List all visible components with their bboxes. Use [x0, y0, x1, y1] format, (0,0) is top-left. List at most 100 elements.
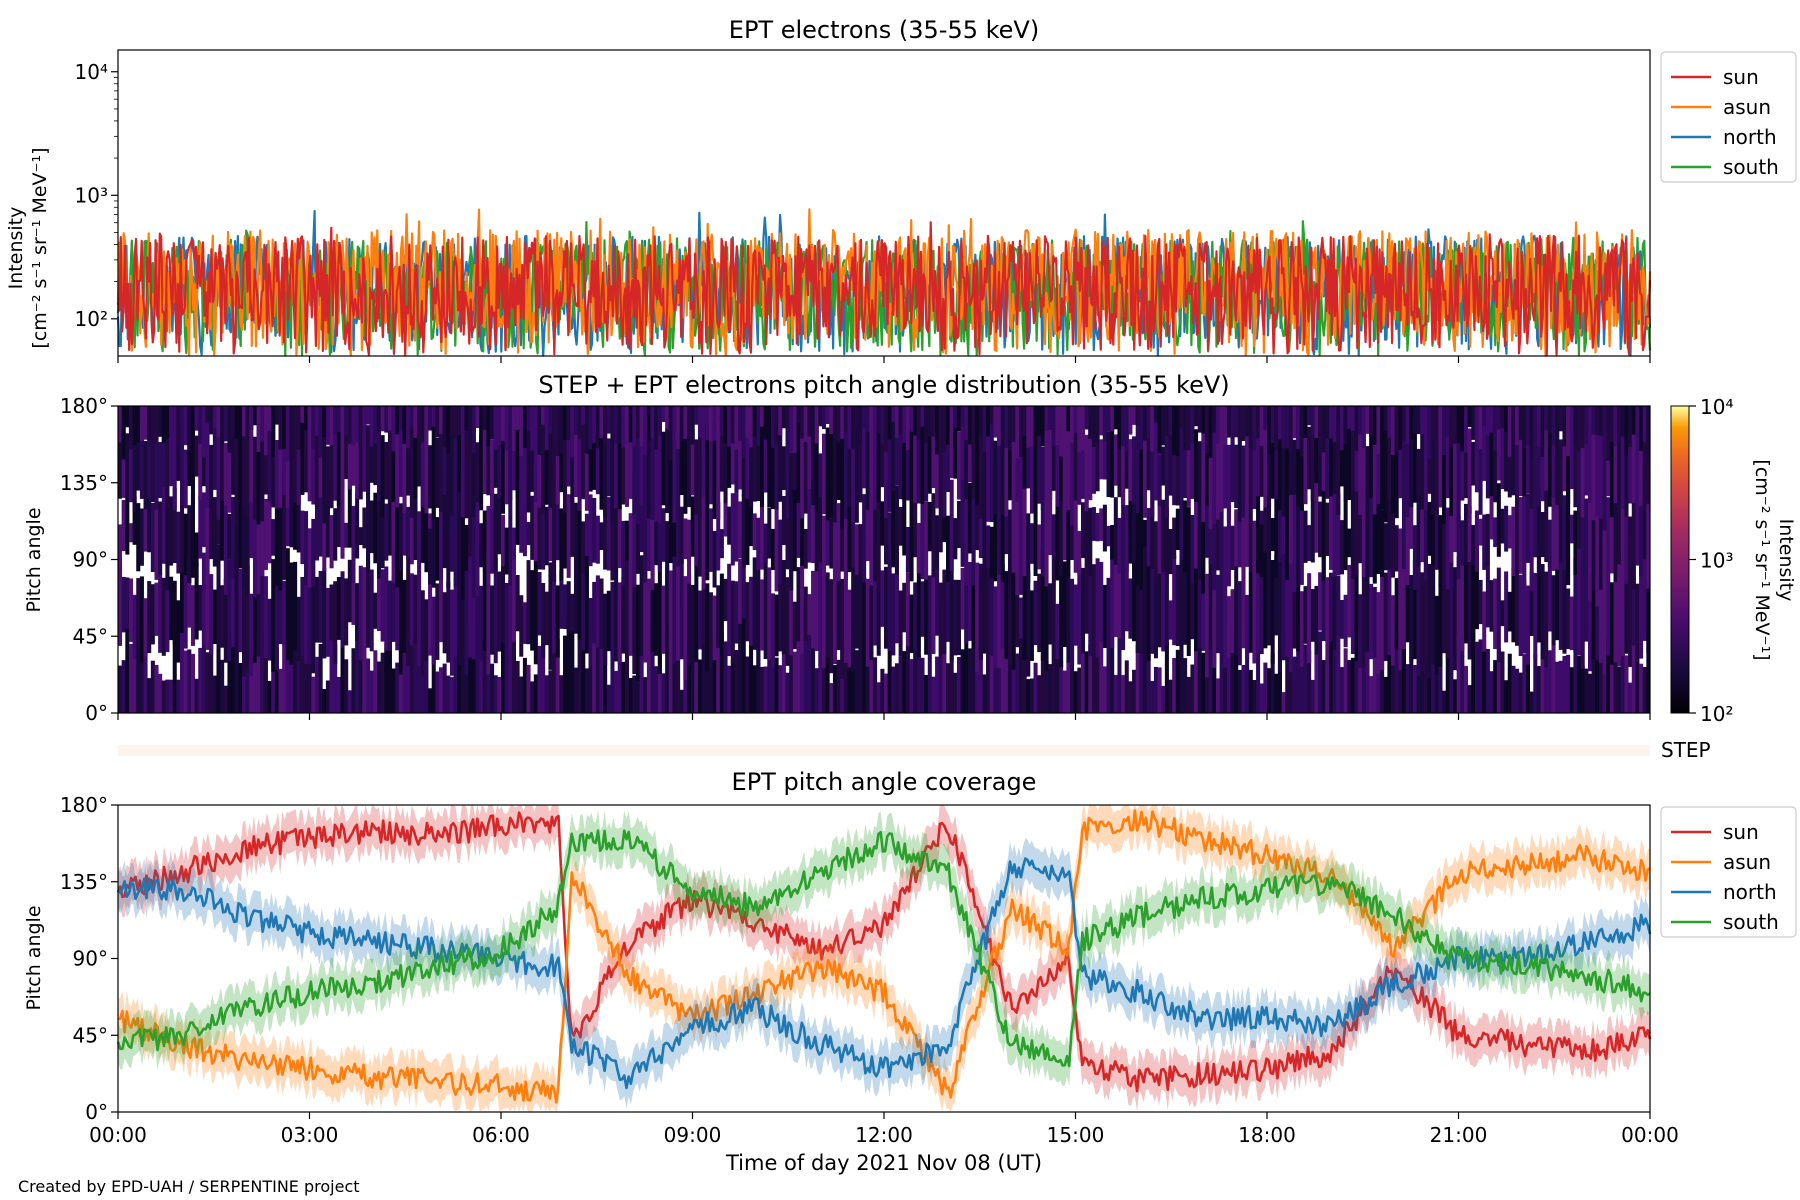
heatmap-cell [344, 406, 349, 436]
heatmap-cell [1285, 457, 1290, 580]
heatmap-cell [1270, 518, 1275, 552]
heatmap-cell [789, 417, 794, 506]
heatmap-cell [1587, 446, 1593, 503]
heatmap-cell [1066, 458, 1071, 577]
heatmap-cell [293, 647, 298, 713]
heatmap-cell [1146, 508, 1151, 567]
heatmap-cell [1380, 406, 1385, 446]
heatmap-cell [172, 627, 177, 713]
heatmap-cell [180, 406, 185, 431]
heatmap-cell [154, 664, 159, 713]
heatmap-cell [566, 415, 571, 487]
heatmap-cell [1420, 572, 1425, 672]
heatmap-cell [183, 553, 188, 649]
heatmap-cell [1121, 477, 1126, 568]
heatmap-cell [227, 514, 232, 662]
heatmap-cell [1000, 496, 1005, 583]
heatmap-cell [1318, 406, 1323, 451]
heatmap-cell [358, 658, 363, 713]
heatmap-cell [570, 406, 575, 458]
heatmap-cell [800, 644, 805, 713]
heatmap-cell [1059, 422, 1064, 501]
heatmap-cell [249, 406, 254, 430]
heatmap-cell [1303, 510, 1308, 563]
heatmap-cell [1314, 406, 1319, 484]
heatmap-cell [420, 481, 425, 563]
heatmap-cell [1004, 406, 1009, 448]
heatmap-cell [1088, 571, 1093, 656]
heatmap-cell [851, 514, 856, 568]
heatmap-cell [1128, 473, 1133, 564]
heatmap-cell [1215, 508, 1220, 571]
heatmap-cell [697, 429, 703, 515]
heatmap-cell [1365, 446, 1370, 507]
heatmap-cell [858, 406, 863, 503]
heatmap-cell [1318, 501, 1323, 558]
heatmap-cell [891, 573, 896, 656]
heatmap-cell [413, 574, 418, 644]
colorbar-label-line1: Intensity [1775, 519, 1797, 602]
heatmap-cell [209, 636, 214, 713]
heatmap-cell [285, 657, 290, 713]
panel3-ytick-label-0: 0° [85, 1100, 108, 1124]
heatmap-cell [1635, 416, 1640, 503]
heatmap-cell [311, 518, 316, 587]
panel2-ytick-label-4: 180° [60, 394, 108, 418]
heatmap-cell [573, 528, 578, 634]
heatmap-cell [300, 510, 305, 565]
heatmap-cell [1277, 425, 1282, 511]
heatmap-cell [880, 570, 885, 627]
heatmap-cell [876, 406, 881, 434]
step-strip [118, 745, 1650, 756]
heatmap-cell [964, 498, 969, 586]
heatmap-cell [552, 495, 557, 582]
heatmap-cell [1398, 528, 1403, 589]
heatmap-cell [632, 406, 637, 447]
heatmap-cell [515, 661, 520, 713]
heatmap-cell [402, 579, 407, 653]
heatmap-cell [278, 406, 283, 508]
heatmap-cell [1609, 582, 1614, 665]
heatmap-cell [1150, 490, 1155, 569]
heatmap-cell [1204, 406, 1210, 506]
heatmap-cell [1438, 665, 1443, 713]
panel3-xlabel: Time of day 2021 Nov 08 (UT) [725, 1151, 1042, 1175]
heatmap-cell [1580, 440, 1585, 518]
heatmap-cell [701, 583, 706, 645]
heatmap-cell [617, 417, 622, 510]
heatmap-cell [1329, 633, 1334, 713]
panel3-xtick-label-0: 00:00 [89, 1123, 147, 1147]
heatmap-cell [1172, 658, 1177, 713]
heatmap-cell [300, 406, 305, 423]
heatmap-cell [905, 412, 910, 501]
heatmap-cell [617, 498, 622, 569]
heatmap-cell [1128, 681, 1133, 713]
heatmap-cell [1529, 486, 1534, 591]
heatmap-cell [862, 577, 867, 662]
heatmap-cell [625, 412, 630, 507]
heatmap-cell [1022, 645, 1027, 713]
heatmap-cell [242, 500, 247, 587]
heatmap-cell [752, 513, 757, 551]
heatmap-cell [960, 568, 965, 630]
heatmap-cell [1267, 493, 1272, 556]
heatmap-cell [716, 585, 721, 649]
heatmap-cell [625, 637, 630, 713]
heatmap-cell [818, 458, 823, 563]
heatmap-cell [679, 689, 684, 713]
heatmap-cell [1569, 414, 1574, 489]
heatmap-cell [1587, 406, 1593, 454]
heatmap-cell [1423, 406, 1428, 434]
heatmap-cell [730, 580, 735, 664]
heatmap-cell [435, 517, 440, 581]
heatmap-cell [136, 639, 141, 713]
heatmap-cell [1296, 406, 1301, 506]
heatmap-cell [909, 480, 914, 582]
heatmap-cell [136, 406, 141, 443]
heatmap-cell [125, 626, 130, 713]
heatmap-cell [825, 427, 830, 521]
heatmap-cell [989, 526, 994, 579]
heatmap-cell [708, 508, 713, 572]
heatmap-cell [1037, 573, 1042, 653]
heatmap-cell [1325, 657, 1330, 713]
